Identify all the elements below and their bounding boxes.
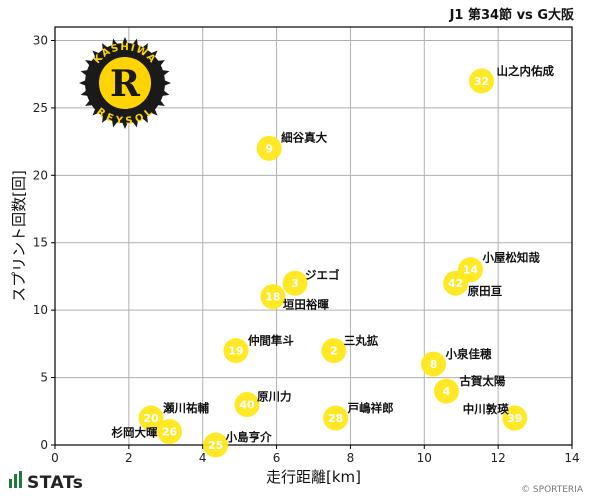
point-number-label: 4 bbox=[443, 385, 451, 398]
x-tick-label: 12 bbox=[491, 451, 506, 465]
point-marker bbox=[282, 270, 308, 296]
data-point: 26 杉岡大暉 bbox=[111, 419, 182, 445]
point-marker bbox=[502, 405, 528, 431]
point-marker bbox=[323, 405, 349, 431]
point-number-label: 3 bbox=[291, 277, 299, 290]
data-points: 32山之内佑成9細谷真大14小屋松知哉42原田亘3ジエゴ18垣田裕暉19仲間隼斗… bbox=[111, 64, 555, 458]
data-point: 19 仲間隼斗 bbox=[223, 334, 294, 364]
point-marker bbox=[223, 338, 249, 364]
kashiwa-reysol-logo: KASHIWA REYSOL R bbox=[79, 37, 171, 129]
data-point: 4 古賀太陽 bbox=[433, 374, 506, 404]
data-point: 32 山之内佑成 bbox=[469, 64, 555, 94]
point-marker bbox=[433, 378, 459, 404]
point-number-label: 2 bbox=[330, 345, 338, 358]
point-marker bbox=[260, 284, 286, 310]
data-point: 8 小泉佳穂 bbox=[421, 347, 492, 377]
point-marker bbox=[256, 135, 282, 161]
point-name-label: 原田亘 bbox=[468, 284, 503, 298]
point-name-label: 三丸拡 bbox=[344, 334, 379, 348]
y-axis-label: スプリント回数[回] bbox=[10, 170, 28, 302]
point-number-label: 20 bbox=[143, 412, 159, 425]
point-name-label: 瀬川祐輔 bbox=[163, 401, 209, 415]
svg-text:R: R bbox=[110, 63, 141, 105]
x-tick-label: 0 bbox=[51, 451, 59, 465]
point-name-label: 中川敦瑛 bbox=[463, 402, 509, 416]
point-number-label: 19 bbox=[228, 345, 243, 358]
point-number-label: 28 bbox=[328, 412, 343, 425]
point-marker bbox=[321, 338, 347, 364]
stats-logo-text: STATs bbox=[27, 473, 83, 493]
point-marker bbox=[421, 351, 447, 377]
y-tick-label: 30 bbox=[33, 33, 48, 47]
point-name-label: 小泉佳穂 bbox=[445, 347, 492, 361]
x-tick-label: 14 bbox=[564, 451, 579, 465]
point-marker bbox=[443, 270, 469, 296]
point-number-label: 40 bbox=[239, 399, 255, 412]
point-name-label: 古賀太陽 bbox=[459, 374, 505, 388]
point-name-label: 小島亨介 bbox=[225, 430, 272, 444]
x-axis-label: 走行距離[km] bbox=[266, 468, 361, 486]
point-marker bbox=[156, 419, 182, 445]
point-name-label: 垣田裕暉 bbox=[283, 298, 329, 312]
point-number-label: 42 bbox=[448, 277, 463, 290]
point-marker bbox=[469, 68, 495, 94]
point-name-label: 山之内佑成 bbox=[497, 64, 555, 78]
point-number-label: 8 bbox=[430, 358, 438, 371]
point-marker bbox=[138, 405, 164, 431]
point-number-label: 26 bbox=[162, 426, 178, 439]
data-point: 2 三丸拡 bbox=[321, 334, 379, 364]
point-number-label: 9 bbox=[265, 142, 273, 155]
point-number-label: 18 bbox=[265, 291, 280, 304]
axis-ticks: 0 2 4 6 8 10 12 14 0 5 10 15 20 25 30 bbox=[33, 33, 580, 465]
point-marker bbox=[203, 432, 229, 458]
point-name-label: 小屋松知哉 bbox=[481, 251, 540, 265]
stats-logo: STATs bbox=[9, 471, 83, 493]
point-number-label: 32 bbox=[474, 75, 489, 88]
grid bbox=[54, 27, 573, 446]
point-name-label: 杉岡大暉 bbox=[111, 426, 157, 440]
point-name-label: 細谷真大 bbox=[281, 130, 327, 144]
x-tick-label: 8 bbox=[347, 451, 355, 465]
data-point: 42 原田亘 bbox=[443, 270, 503, 298]
y-tick-label: 10 bbox=[33, 303, 48, 317]
y-tick-label: 20 bbox=[33, 168, 48, 182]
x-tick-label: 6 bbox=[273, 451, 281, 465]
point-name-label: 仲間隼斗 bbox=[248, 334, 294, 348]
plot-area bbox=[54, 26, 573, 446]
x-tick-label: 2 bbox=[125, 451, 133, 465]
point-number-label: 14 bbox=[463, 264, 479, 277]
point-name-label: 戸嶋祥郎 bbox=[348, 401, 394, 415]
point-number-label: 39 bbox=[507, 412, 522, 425]
point-number-label: 25 bbox=[208, 439, 223, 452]
credit-text: © SPORTERIA bbox=[521, 485, 584, 495]
y-tick-label: 0 bbox=[40, 438, 48, 452]
y-tick-label: 25 bbox=[33, 101, 48, 115]
point-name-label: 原川力 bbox=[257, 390, 292, 404]
data-point: 28 戸嶋祥郎 bbox=[323, 401, 394, 431]
y-tick-label: 5 bbox=[40, 371, 48, 385]
point-marker bbox=[234, 392, 260, 418]
point-name-label: ジエゴ bbox=[305, 268, 340, 282]
data-point: 3 ジエゴ bbox=[282, 268, 340, 296]
data-point: 20 瀬川祐輔 bbox=[138, 401, 210, 431]
x-tick-label: 4 bbox=[199, 451, 207, 465]
x-tick-label: 10 bbox=[417, 451, 432, 465]
y-tick-label: 15 bbox=[33, 236, 48, 250]
chart-title: J1 第34節 vs G大阪 bbox=[449, 7, 575, 23]
data-point: 9 細谷真大 bbox=[256, 130, 328, 161]
